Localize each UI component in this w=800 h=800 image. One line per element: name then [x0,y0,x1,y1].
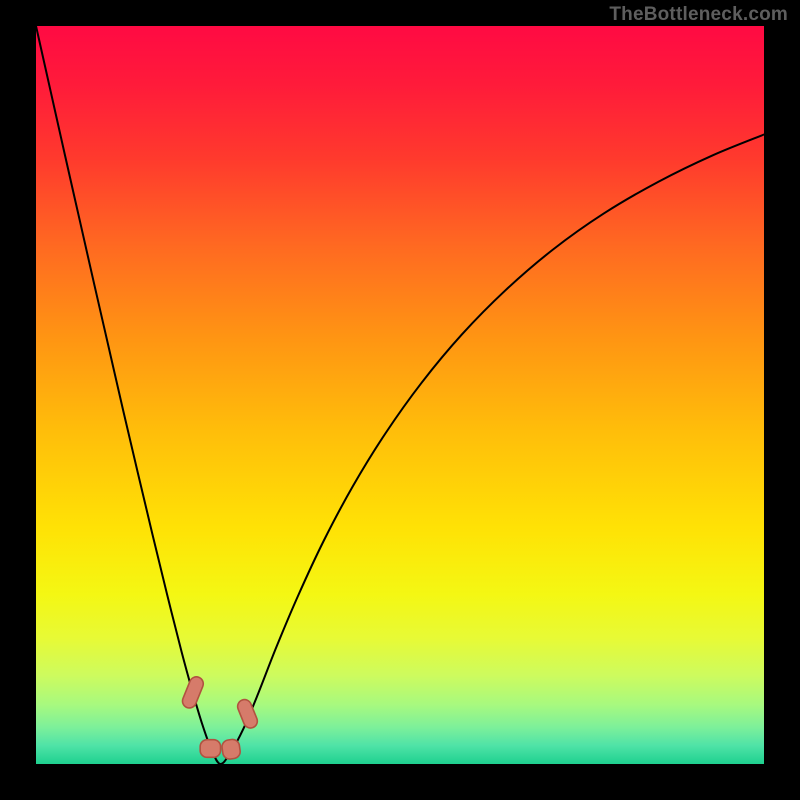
chart-frame: TheBottleneck.com [0,0,800,800]
optimum-marker-2 [221,739,241,760]
watermark-text: TheBottleneck.com [609,4,788,26]
optimum-marker-1 [200,740,220,758]
gradient-plot-area [36,26,764,764]
bottleneck-plot [0,0,800,800]
